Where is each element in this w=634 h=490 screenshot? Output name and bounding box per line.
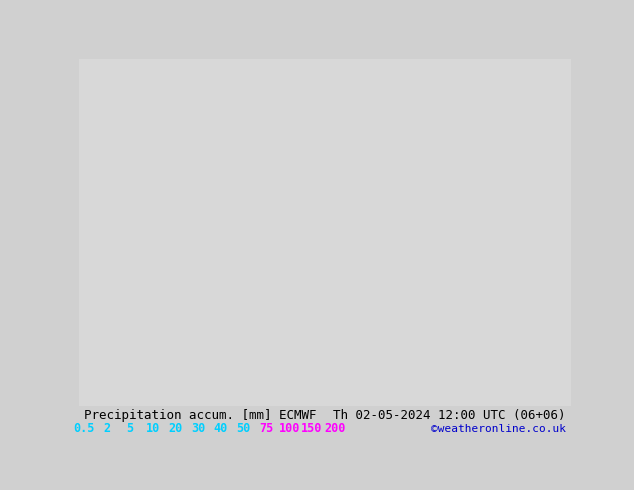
Text: 40: 40 bbox=[214, 422, 228, 435]
Text: 30: 30 bbox=[191, 422, 205, 435]
Text: Precipitation accum. [mm] ECMWF: Precipitation accum. [mm] ECMWF bbox=[84, 409, 316, 422]
Text: 200: 200 bbox=[324, 422, 346, 435]
Text: 50: 50 bbox=[236, 422, 251, 435]
Text: 75: 75 bbox=[259, 422, 273, 435]
Text: 150: 150 bbox=[301, 422, 323, 435]
Text: Th 02-05-2024 12:00 UTC (06+06): Th 02-05-2024 12:00 UTC (06+06) bbox=[333, 409, 566, 422]
Text: 10: 10 bbox=[145, 422, 160, 435]
Text: 20: 20 bbox=[168, 422, 183, 435]
Text: 0.5: 0.5 bbox=[74, 422, 95, 435]
Text: 5: 5 bbox=[126, 422, 133, 435]
Text: 2: 2 bbox=[103, 422, 110, 435]
Text: ©weatheronline.co.uk: ©weatheronline.co.uk bbox=[430, 423, 566, 434]
Text: 100: 100 bbox=[278, 422, 300, 435]
